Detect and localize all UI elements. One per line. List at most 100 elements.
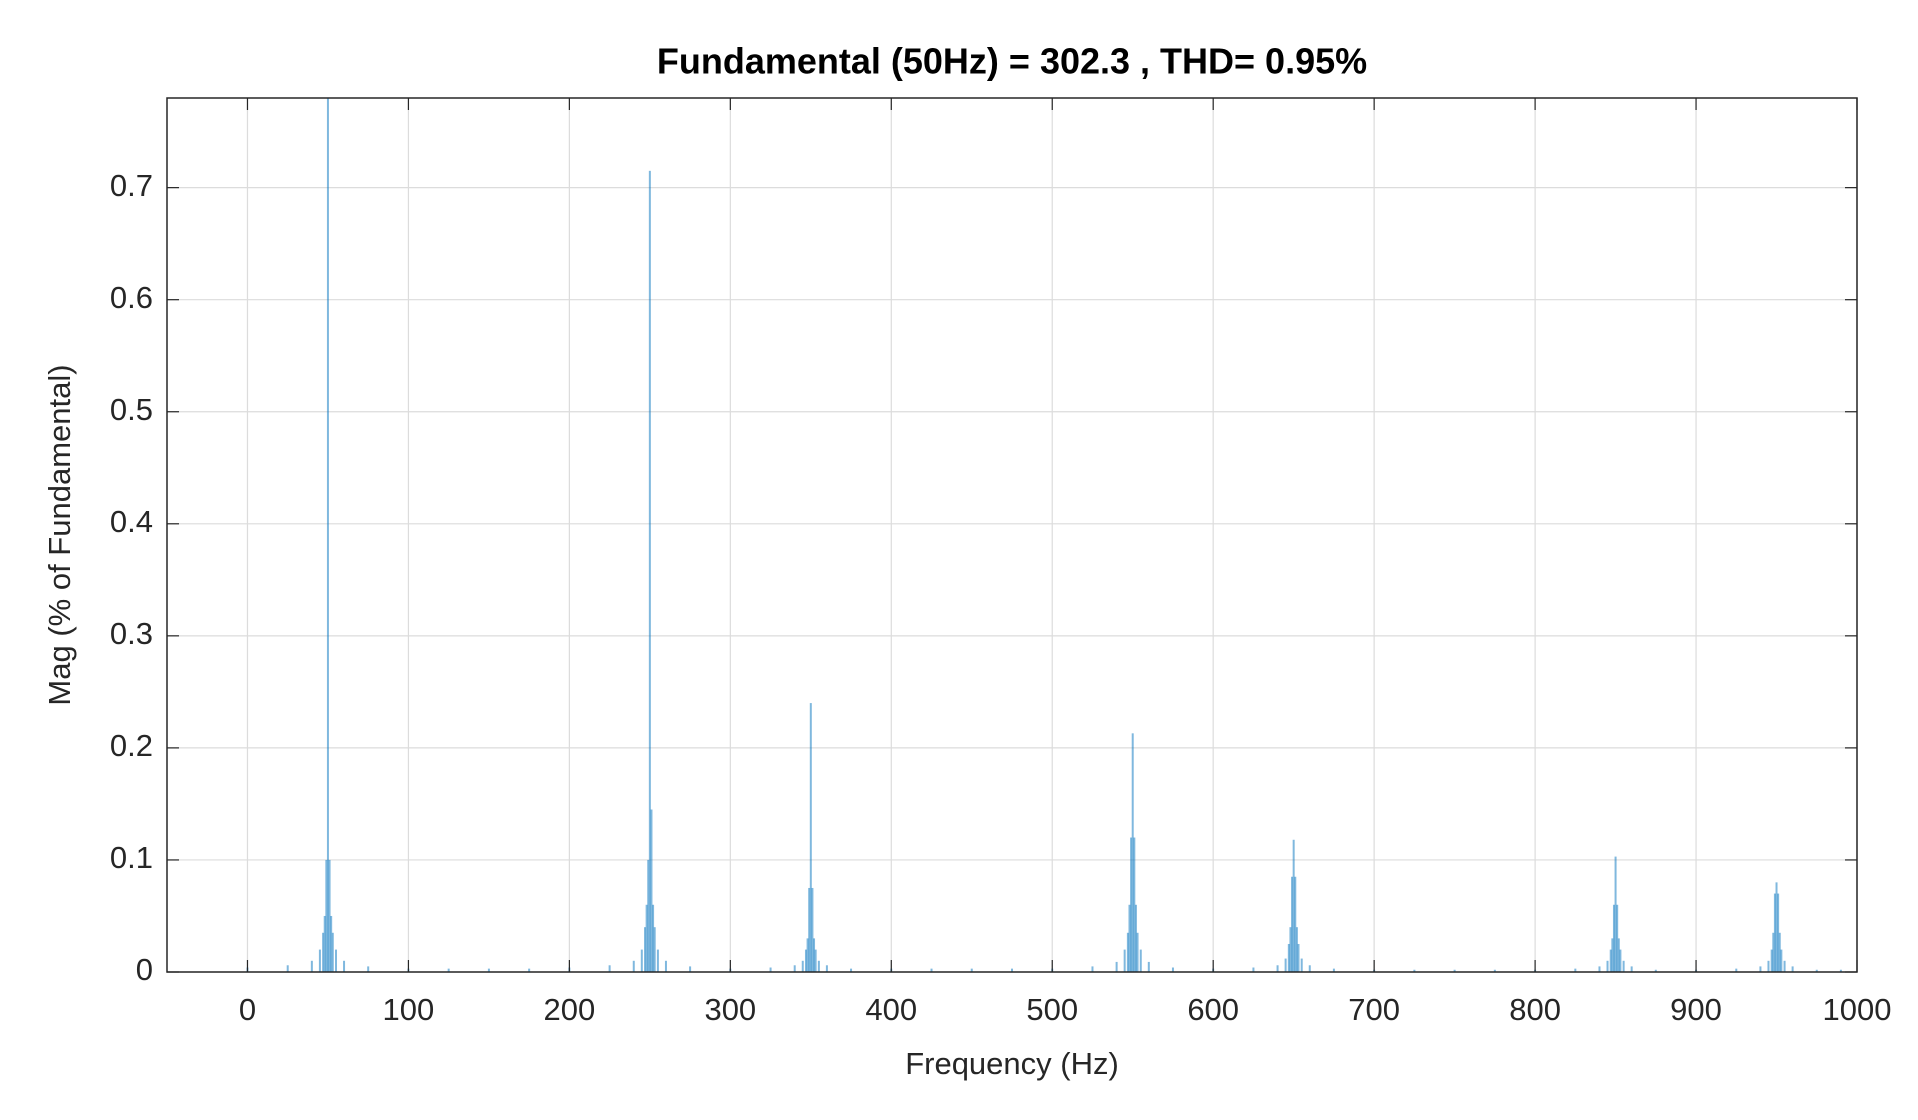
bar — [817, 960, 820, 972]
bar — [645, 904, 648, 972]
bar — [1574, 968, 1577, 972]
bar — [653, 927, 656, 972]
bar — [1413, 969, 1416, 972]
bar — [1130, 837, 1133, 972]
bar — [1131, 733, 1134, 972]
bar — [970, 968, 973, 972]
x-tick-label: 1000 — [1823, 992, 1892, 1027]
axes-box — [166, 97, 1858, 973]
x-tick-label: 100 — [383, 992, 435, 1027]
bar — [656, 949, 659, 972]
bar — [1291, 876, 1294, 972]
y-tick-label: 0.3 — [110, 616, 153, 651]
bar — [1780, 949, 1783, 972]
bars — [246, 98, 1842, 972]
bar — [1815, 969, 1818, 972]
bar — [323, 915, 326, 972]
bar — [1147, 961, 1150, 972]
bar — [1622, 960, 1625, 972]
chart-title: Fundamental (50Hz) = 302.3 , THD= 0.95% — [657, 41, 1367, 82]
bar — [1091, 966, 1094, 972]
y-axis-label: Mag (% of Fundamental) — [42, 364, 77, 705]
bar — [811, 887, 814, 972]
bar — [343, 960, 346, 972]
bar — [813, 938, 816, 972]
bar — [1654, 969, 1657, 972]
bar — [335, 949, 337, 972]
bar — [850, 968, 853, 972]
bar — [1612, 904, 1615, 972]
bar — [1128, 904, 1131, 972]
bar — [1783, 960, 1786, 972]
bar — [1770, 949, 1773, 972]
y-tick-label: 0 — [136, 952, 153, 987]
bar — [1115, 961, 1118, 972]
bar — [325, 859, 328, 972]
bar — [528, 968, 531, 972]
bar — [1791, 966, 1794, 972]
bar — [328, 859, 331, 972]
bar — [286, 965, 289, 972]
bar — [1619, 949, 1622, 972]
bar — [808, 887, 811, 972]
bar — [1126, 932, 1129, 972]
bar — [1759, 966, 1762, 972]
bar — [814, 949, 817, 972]
y-tick-label: 0.6 — [110, 280, 153, 315]
bar — [1294, 876, 1297, 972]
bar — [1284, 958, 1287, 972]
bar — [1773, 893, 1776, 972]
bar — [1493, 969, 1496, 972]
bar — [1606, 960, 1609, 972]
bar — [318, 949, 321, 972]
bar — [487, 968, 490, 972]
bar — [1287, 943, 1290, 972]
y-tick-label: 0.5 — [110, 392, 153, 427]
bar — [367, 966, 370, 972]
bar — [1297, 943, 1300, 972]
bar — [1139, 949, 1142, 972]
bar — [825, 965, 828, 972]
bar — [650, 809, 653, 972]
bar — [1252, 967, 1255, 972]
bar — [1292, 839, 1295, 972]
x-tick-label: 400 — [865, 992, 917, 1027]
bar — [1171, 967, 1174, 972]
x-tick-label: 500 — [1026, 992, 1078, 1027]
bar — [1611, 938, 1614, 972]
bar — [331, 932, 334, 972]
bar — [1136, 932, 1139, 972]
bar — [1839, 969, 1842, 972]
bar — [652, 904, 655, 972]
bar — [1777, 893, 1780, 972]
bar — [326, 98, 329, 972]
bar — [1295, 927, 1298, 972]
bar — [647, 859, 650, 972]
x-axis-label: Frequency (Hz) — [905, 1046, 1119, 1081]
bar — [689, 966, 692, 972]
plot-area — [167, 98, 1857, 972]
bar — [1308, 965, 1311, 972]
bar — [447, 968, 450, 972]
x-tick-label: 600 — [1187, 992, 1239, 1027]
bar — [1735, 968, 1738, 972]
bar — [664, 960, 667, 972]
bar — [1778, 932, 1781, 972]
x-tick-label: 0 — [239, 992, 256, 1027]
bar — [1598, 966, 1601, 972]
bar — [1276, 965, 1279, 972]
bar — [1767, 960, 1770, 972]
y-tick-label: 0.4 — [110, 504, 153, 539]
bar — [801, 960, 804, 972]
bar — [1772, 932, 1775, 972]
x-tick-label: 800 — [1509, 992, 1561, 1027]
y-tick-label: 0.7 — [110, 168, 153, 203]
bar — [640, 949, 643, 972]
bar — [930, 968, 933, 972]
bar — [1453, 969, 1456, 972]
bar — [330, 915, 333, 972]
x-tick-label: 900 — [1670, 992, 1722, 1027]
axes: 0 0.1 0.2 0.3 0.4 0.5 0.6 0.7 0 100 200 300 400 500 60… — [110, 97, 1892, 1027]
bar — [1300, 958, 1303, 972]
